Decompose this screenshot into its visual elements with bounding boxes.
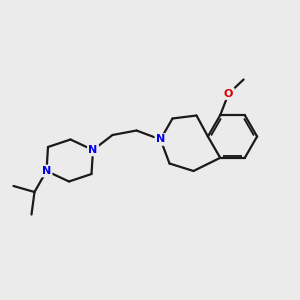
Text: N: N: [156, 134, 165, 145]
Text: O: O: [224, 88, 233, 99]
Text: N: N: [88, 145, 98, 155]
Text: N: N: [42, 166, 51, 176]
